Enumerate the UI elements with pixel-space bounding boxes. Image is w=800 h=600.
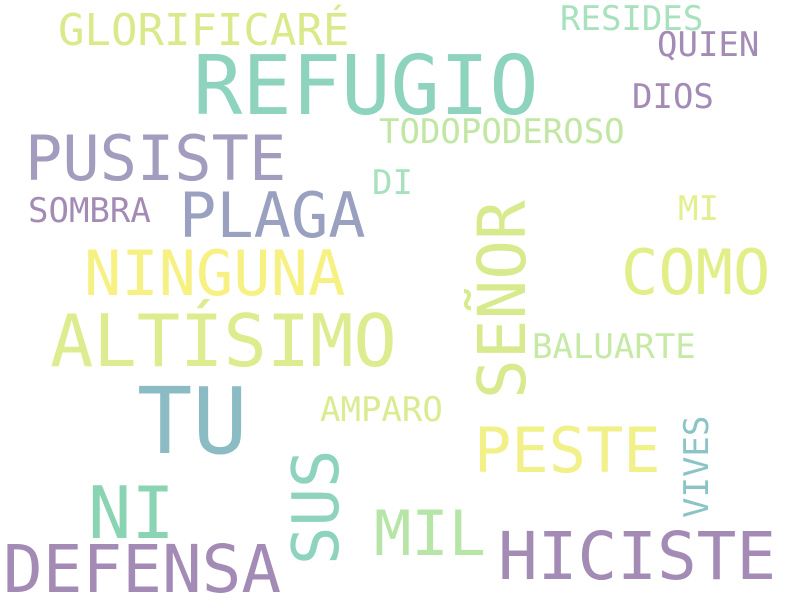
- word-peste: PESTE: [474, 414, 661, 487]
- word-sus: SUS: [280, 449, 354, 565]
- word-refugio: REFUGIO: [193, 39, 539, 134]
- word-pusiste: PUSISTE: [25, 122, 287, 195]
- word-mi: MI: [678, 189, 719, 229]
- word-altisimo: ALTÍSIMO: [50, 299, 397, 383]
- word-vives: VIVES: [677, 415, 717, 518]
- word-ninguna: NINGUNA: [84, 237, 346, 310]
- word-baluarte: BALUARTE: [532, 327, 696, 367]
- word-defensa: DEFENSA: [3, 531, 282, 600]
- word-plaga: PLAGA: [179, 179, 366, 252]
- word-como: COMO: [621, 236, 771, 309]
- word-quien: QUIEN: [657, 25, 760, 65]
- word-resides: RESIDES: [560, 0, 704, 39]
- word-dios: DIOS: [632, 77, 714, 117]
- word-glorificare: GLORIFICARÉ: [58, 5, 350, 56]
- word-hiciste: HICISTE: [498, 518, 777, 595]
- word-tu: TU: [137, 368, 248, 475]
- word-senor: SEÑOR: [464, 200, 541, 399]
- word-ni: NI: [88, 471, 175, 555]
- word-sombra: SOMBRA: [28, 191, 151, 231]
- word-todopoderoso: TODOPODEROSO: [379, 112, 625, 152]
- word-mil: MIL: [374, 497, 486, 570]
- word-di: DI: [372, 163, 413, 203]
- word-amparo: AMPARO: [320, 390, 443, 430]
